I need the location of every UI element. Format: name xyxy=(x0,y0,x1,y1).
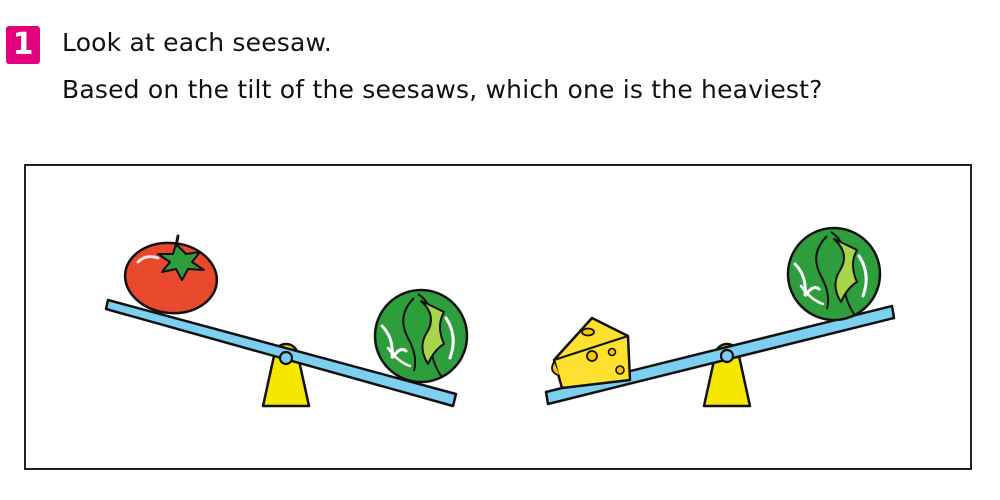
question-text-line-2: Based on the tilt of the seesaws, which … xyxy=(62,75,823,104)
cabbage-icon xyxy=(786,226,882,322)
seesaw-2-pivot xyxy=(719,348,735,364)
question-number-badge: 1 xyxy=(6,26,40,64)
seesaw-1 xyxy=(104,234,469,408)
cabbage-icon xyxy=(373,288,469,384)
question-text-line-1: Look at each seesaw. xyxy=(62,28,333,57)
seesaw-2 xyxy=(544,226,896,408)
seesaw-1-pivot xyxy=(278,350,294,366)
seesaw-illustration-frame xyxy=(24,164,972,470)
cheese-icon xyxy=(551,316,632,390)
tomato-icon xyxy=(123,234,219,315)
seesaw-illustration xyxy=(104,226,896,408)
